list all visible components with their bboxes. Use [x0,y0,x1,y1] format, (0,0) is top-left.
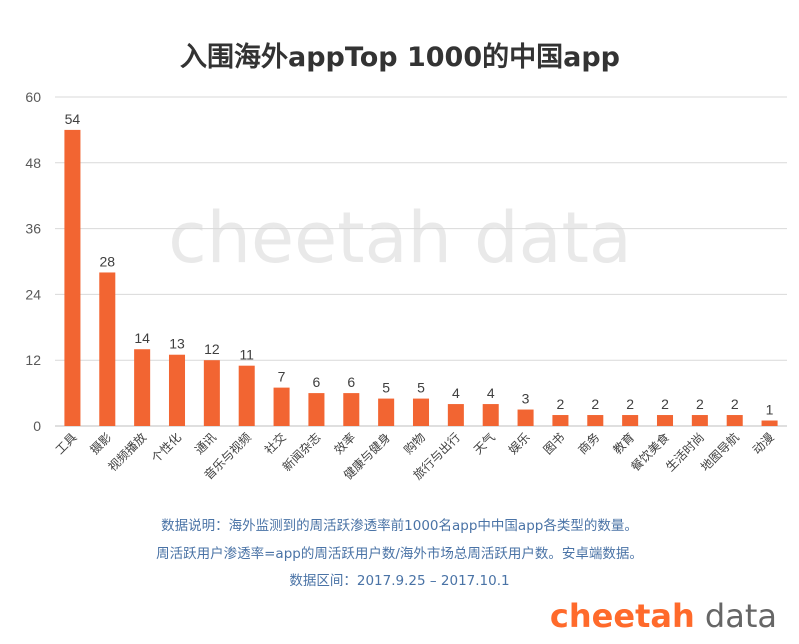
data-label: 3 [522,391,530,407]
bar [691,415,708,426]
note-line-3: 数据区间：2017.9.25 – 2017.10.1 [289,573,510,589]
data-label: 2 [731,396,739,412]
y-tick-label: 24 [25,286,41,302]
x-tick-label: 动漫 [750,430,777,457]
bar [447,404,464,426]
x-tick-label: 个性化 [149,430,184,465]
bar [517,409,534,426]
x-tick-label: 社交 [261,430,289,458]
data-label: 6 [313,374,321,390]
data-label: 4 [487,385,495,401]
x-tick-label: 效率 [331,430,359,458]
data-label: 2 [661,396,669,412]
bar [552,415,569,426]
x-tick-label: 地图导航 [697,430,742,475]
data-label: 2 [591,396,599,412]
bar [622,415,639,426]
data-label: 13 [169,336,185,352]
note-line-2: 周活跃用户渗透率=app的周活跃用户数/海外市场总周活跃用户数。安卓端数据。 [156,546,643,562]
x-tick-label: 摄影 [87,430,115,458]
data-label: 12 [204,341,220,357]
x-tick-label: 新闻杂志 [279,430,324,475]
bar [168,354,186,426]
x-tick-label: 工具 [53,430,80,457]
bar [343,393,360,426]
watermark: cheetah data [168,197,632,279]
data-label: 28 [99,253,115,269]
note-line-1: 数据说明：海外监测到的周活跃渗透率前1000名app中中国app各类型的数量。 [161,518,638,534]
bar [726,415,743,426]
x-tick-label: 视频播放 [105,430,150,475]
data-label: 14 [134,330,150,346]
chart-title: 入围海外appTop 1000的中国app [180,41,620,73]
bar [482,404,499,426]
y-tick-label: 12 [25,352,41,368]
data-label: 4 [452,385,460,401]
bar [64,129,81,426]
bar [238,365,255,426]
bar [273,387,290,426]
y-axis: 0 12 24 36 48 60 [25,89,41,434]
y-tick-label: 48 [25,155,41,171]
bar [656,415,674,426]
x-tick-label: 购物 [401,430,429,458]
data-label: 2 [626,396,634,412]
data-label: 6 [347,374,355,390]
bar [412,398,430,426]
bar [378,398,395,426]
bars [64,129,778,426]
data-label: 7 [278,369,286,385]
x-tick-label: 通讯 [192,430,219,457]
bar [203,360,220,426]
logo-part-2: data [694,597,777,635]
data-label: 11 [239,347,254,363]
logo-part-1: cheetah [549,597,695,635]
bar [761,420,778,426]
bar [587,415,604,426]
cheetah-data-logo: cheetah data [550,596,777,636]
data-label: 5 [382,380,390,396]
y-tick-label: 60 [25,89,41,105]
y-tick-label: 0 [33,418,41,434]
y-tick-label: 36 [25,221,41,237]
data-label: 2 [696,396,704,412]
data-label: 54 [65,111,81,127]
bar [134,349,151,426]
x-tick-label: 娱乐 [506,430,533,457]
data-label: 1 [766,402,774,418]
x-tick-label: 商务 [575,430,603,458]
data-label: 5 [417,380,425,396]
x-tick-label: 天气 [470,430,498,458]
bar [99,272,116,426]
data-label: 2 [557,396,565,412]
bar [308,393,325,426]
x-tick-label: 教育 [610,430,638,458]
x-tick-label: 图书 [541,430,568,457]
